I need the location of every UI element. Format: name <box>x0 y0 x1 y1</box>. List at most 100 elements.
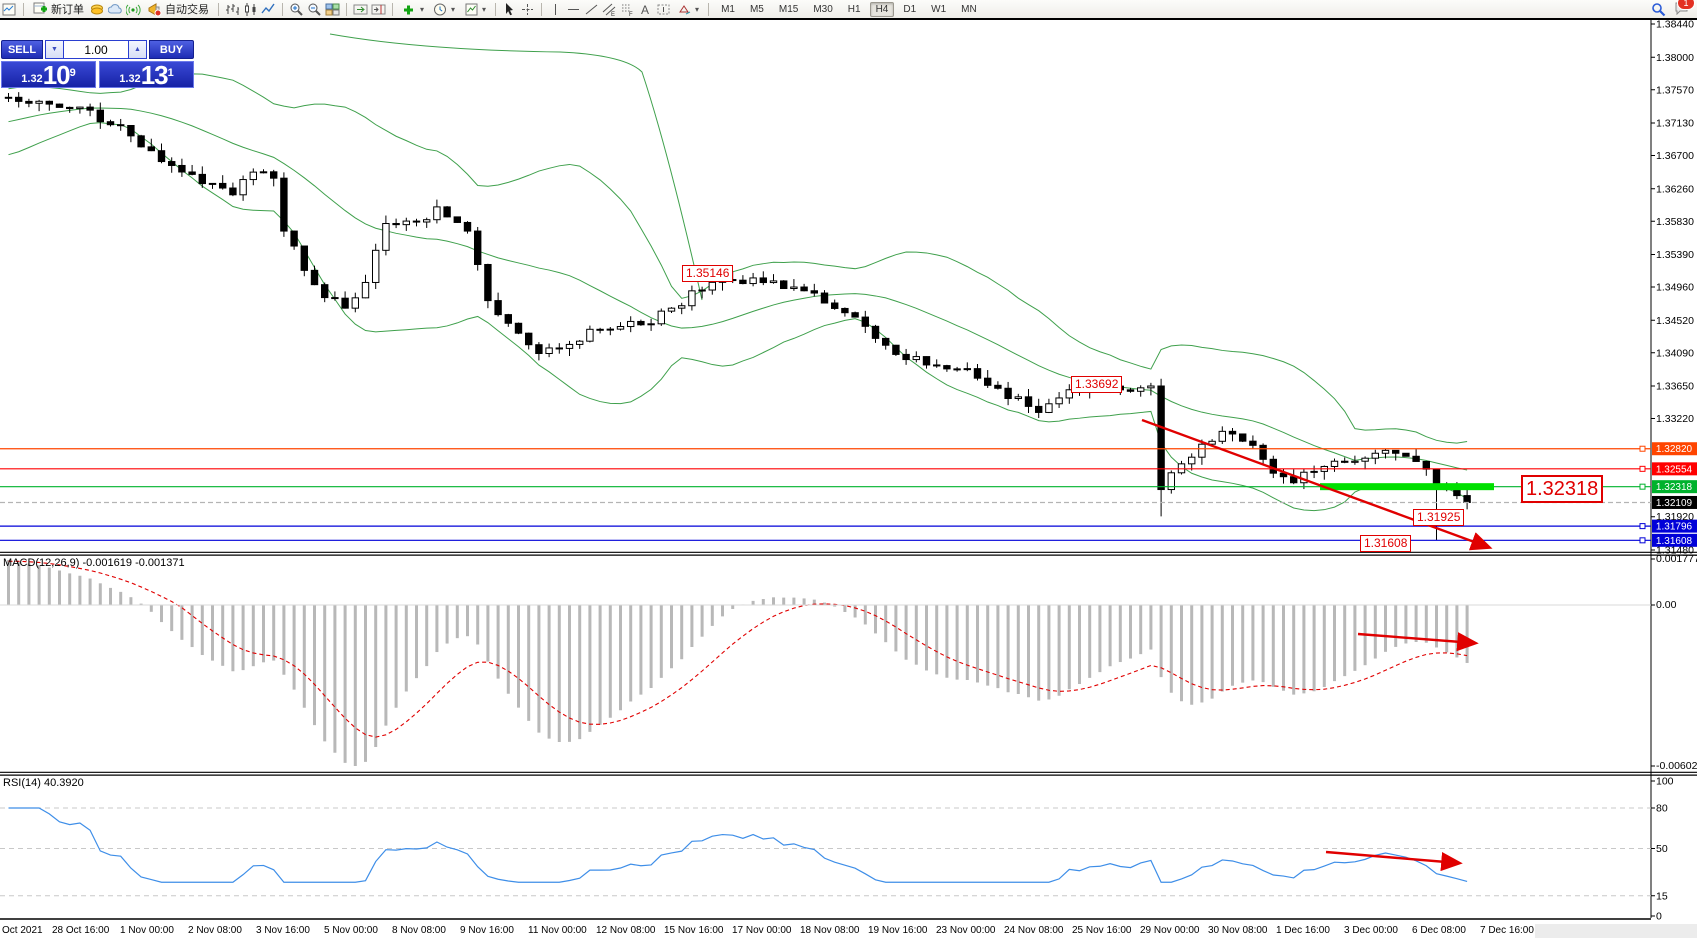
time-axis-label: 19 Nov 16:00 <box>868 925 928 936</box>
svg-text:1.36260: 1.36260 <box>1656 183 1694 195</box>
cursor-icon[interactable] <box>502 2 517 17</box>
timeframe-m15[interactable]: M15 <box>778 3 799 15</box>
toolbar-separator <box>346 2 347 16</box>
timeframe-h4[interactable]: H4 <box>869 1 895 17</box>
new-order-icon <box>33 2 48 17</box>
price-annotation[interactable]: 1.31925 <box>1413 509 1465 526</box>
notifications-button[interactable]: 1 <box>1674 0 1695 18</box>
timeframe-w1[interactable]: W1 <box>931 3 947 15</box>
time-axis-label: 9 Nov 16:00 <box>460 925 514 936</box>
template-button[interactable]: ▾ <box>461 1 489 17</box>
candlestick-chart-icon[interactable] <box>243 2 258 17</box>
new-order-label: 新订单 <box>51 4 84 16</box>
trend-line-icon[interactable] <box>584 2 599 17</box>
toolbar-separator <box>392 2 393 16</box>
macd-label: MACD(12,26,9) -0.001619 -0.001371 <box>3 557 185 569</box>
toolbar-separator <box>282 2 283 16</box>
text-tool-icon[interactable]: A <box>638 2 653 17</box>
line-chart-icon[interactable] <box>261 2 276 17</box>
toolbar-separator <box>708 2 710 16</box>
volume-input[interactable]: 1.00 <box>64 40 128 59</box>
svg-text:1.31796: 1.31796 <box>1656 522 1693 533</box>
time-axis-label: 17 Nov 00:00 <box>732 925 792 936</box>
timeframe-d1[interactable]: D1 <box>903 3 917 15</box>
svg-text:E: E <box>611 12 615 17</box>
trend-arrow[interactable] <box>1357 632 1479 652</box>
new-order-button[interactable]: 新订单 <box>30 1 87 17</box>
fibonacci-icon[interactable]: F <box>620 2 635 18</box>
buy-price-base: 1.32 <box>119 73 141 85</box>
time-axis-label: 23 Nov 00:00 <box>936 925 996 936</box>
svg-text:1.38440: 1.38440 <box>1656 19 1694 31</box>
time-axis-label: 1 Dec 16:00 <box>1276 925 1330 936</box>
sell-button[interactable]: SELL <box>1 40 43 59</box>
time-axis-label: 6 Dec 08:00 <box>1412 925 1466 936</box>
svg-text:1.32820: 1.32820 <box>1656 444 1693 455</box>
shapes-button[interactable]: ▾ <box>674 1 702 17</box>
shapes-icon <box>677 2 692 17</box>
timeframe-m5[interactable]: M5 <box>749 3 764 15</box>
zoom-in-icon[interactable] <box>289 2 304 17</box>
price-annotation[interactable]: 1.32318 <box>1521 475 1604 503</box>
gold-icon[interactable] <box>90 2 105 17</box>
volume-increase-button[interactable]: ▲ <box>128 40 147 59</box>
timeframe-m1[interactable]: M1 <box>721 3 735 15</box>
search-icon[interactable] <box>1651 2 1666 17</box>
buy-price-big: 13 <box>140 60 169 90</box>
macd-histogram <box>7 560 1469 766</box>
svg-text:1.31920: 1.31920 <box>1656 511 1694 523</box>
cloud-icon[interactable] <box>107 2 123 17</box>
trend-arrow[interactable] <box>1325 850 1463 872</box>
vertical-line-icon[interactable] <box>548 2 563 17</box>
sell-price-base: 1.32 <box>21 73 43 85</box>
timeframe-mn[interactable]: MN <box>961 3 977 15</box>
macd-signal-line <box>8 560 1468 738</box>
timeframe-h1[interactable]: H1 <box>847 3 861 15</box>
price-annotation[interactable]: 1.31608 <box>1360 535 1412 552</box>
label-tool-icon[interactable] <box>656 2 671 17</box>
equidistant-channel-icon[interactable]: E <box>602 2 617 18</box>
tile-windows-icon[interactable] <box>325 2 340 17</box>
svg-text:50: 50 <box>1656 843 1668 855</box>
buy-price-display[interactable]: 1.32 13 1 <box>99 61 194 88</box>
time-axis-label: 2 Nov 08:00 <box>188 925 242 936</box>
signal-icon[interactable] <box>125 2 141 17</box>
chart-shift-icon[interactable] <box>371 2 386 17</box>
time-axis-label: 3 Nov 16:00 <box>256 925 310 936</box>
volume-decrease-button[interactable]: ▼ <box>45 40 64 59</box>
horizontal-line-icon[interactable] <box>566 2 581 17</box>
clock-icon <box>433 2 448 17</box>
toolbar-separator <box>541 2 543 16</box>
time-axis-label: 7 Dec 16:00 <box>1480 925 1534 936</box>
add-indicator-button[interactable]: ▾ <box>399 1 427 17</box>
auto-trading-button[interactable]: 自动交易 <box>144 1 212 17</box>
auto-scroll-icon[interactable] <box>353 2 368 17</box>
bar-chart-icon[interactable] <box>225 2 240 17</box>
time-axis-label: 18 Nov 08:00 <box>800 925 860 936</box>
dropdown-caret: ▾ <box>451 4 456 14</box>
time-axis-label: 1 Nov 00:00 <box>120 925 174 936</box>
period-button[interactable]: ▾ <box>430 1 458 17</box>
time-axis-label: 12 Nov 08:00 <box>596 925 656 936</box>
time-axis-label: 30 Nov 08:00 <box>1208 925 1268 936</box>
zoom-out-icon[interactable] <box>307 2 322 17</box>
dropdown-caret: ▾ <box>695 4 700 14</box>
megaphone-icon <box>147 2 162 17</box>
price-annotation[interactable]: 1.33692 <box>1071 376 1123 393</box>
toolbar-separator <box>218 2 219 16</box>
timeframe-m30[interactable]: M30 <box>813 3 833 15</box>
crosshair-icon[interactable] <box>520 2 535 17</box>
sell-price-display[interactable]: 1.32 10 9 <box>1 61 96 88</box>
dropdown-caret: ▾ <box>420 4 425 14</box>
buy-button[interactable]: BUY <box>149 40 194 59</box>
price-annotation[interactable]: 1.35146 <box>682 265 734 282</box>
svg-text:-0.00602: -0.00602 <box>1656 760 1697 772</box>
svg-text:15: 15 <box>1656 890 1668 902</box>
svg-text:A: A <box>641 3 649 17</box>
chart-window-icon[interactable] <box>2 2 17 17</box>
time-axis-label: 3 Dec 00:00 <box>1344 925 1398 936</box>
svg-text:1.31608: 1.31608 <box>1656 536 1693 547</box>
rsi-label: RSI(14) 40.3920 <box>3 777 84 789</box>
